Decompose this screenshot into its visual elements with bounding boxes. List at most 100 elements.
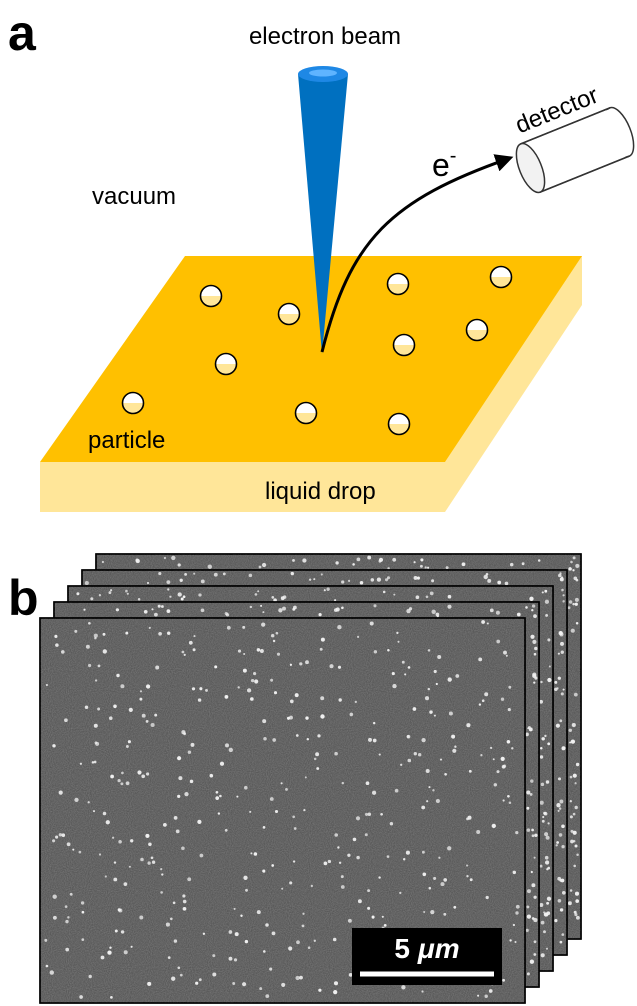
nanoparticle-dot <box>82 911 85 914</box>
nanoparticle-dot <box>378 876 380 878</box>
nanoparticle-dot <box>292 559 295 562</box>
nanoparticle-dot <box>288 946 292 950</box>
nanoparticle-dot <box>466 875 468 877</box>
electron-label: e <box>432 147 450 183</box>
nanoparticle-dot <box>270 679 273 682</box>
nanoparticle-dot <box>158 605 161 608</box>
nanoparticle-dot <box>262 870 265 873</box>
nanoparticle-dot <box>289 881 292 884</box>
nanoparticle-dot <box>139 698 142 701</box>
nanoparticle-dot <box>118 909 122 913</box>
nanoparticle-dot <box>124 882 128 886</box>
nanoparticle-dot <box>571 739 575 743</box>
drop-label: liquid drop <box>265 478 376 505</box>
nanoparticle-dot <box>533 918 537 922</box>
nanoparticle-dot <box>65 948 69 952</box>
nanoparticle-dot <box>387 855 390 858</box>
nanoparticle-dot <box>242 626 245 629</box>
nanoparticle-dot <box>242 982 246 986</box>
nanoparticle-dot <box>243 669 247 673</box>
nanoparticle-dot <box>107 950 111 954</box>
nanoparticle-dot <box>562 600 564 602</box>
nanoparticle-dot <box>225 695 229 699</box>
nanoparticle-dot <box>544 735 546 737</box>
nanoparticle-dot <box>64 718 68 722</box>
nanoparticle-dot <box>167 632 170 635</box>
nanoparticle-dot <box>365 813 368 816</box>
nanoparticle-dot <box>469 770 472 773</box>
nanoparticle-dot <box>447 605 451 609</box>
nanoparticle-dot <box>526 929 529 932</box>
nanoparticle-dot <box>569 729 572 732</box>
nanoparticle-dot <box>126 745 129 748</box>
nanoparticle-dot <box>443 878 447 882</box>
nanoparticle-dot <box>210 774 214 778</box>
nanoparticle-dot <box>403 858 405 860</box>
nanoparticle-dot <box>180 579 183 582</box>
nanoparticle-dot <box>281 983 285 987</box>
nanoparticle-dot <box>484 995 488 999</box>
nanoparticle-dot <box>140 858 144 862</box>
nanoparticle-dot <box>334 981 338 985</box>
nanoparticle-dot <box>94 724 98 728</box>
nanoparticle-dot <box>549 665 551 667</box>
nanoparticle-dot <box>299 976 303 980</box>
nanoparticle-dot <box>556 803 560 807</box>
nanoparticle-dot <box>302 924 305 927</box>
particle-label: particle <box>88 427 165 454</box>
nanoparticle-dot <box>443 913 446 916</box>
nanoparticle-dot <box>333 938 337 942</box>
nanoparticle-dot <box>141 774 145 778</box>
nanoparticle-dot <box>124 950 128 954</box>
nanoparticle-dot <box>155 666 159 670</box>
nanoparticle-dot <box>181 847 185 851</box>
nanoparticle-dot <box>184 792 188 796</box>
nanoparticle-dot <box>573 813 576 816</box>
nanoparticle-dot <box>420 565 423 568</box>
nanoparticle-dot <box>263 826 266 829</box>
nanoparticle-dot <box>540 681 542 683</box>
nanoparticle-dot <box>487 579 491 583</box>
nanoparticle-dot <box>174 816 178 820</box>
particle <box>123 393 144 414</box>
nanoparticle-dot <box>490 747 492 749</box>
nanoparticle-dot <box>62 833 66 837</box>
nanoparticle-dot <box>546 948 548 950</box>
nanoparticle-dot <box>283 595 286 598</box>
nanoparticle-dot <box>320 696 324 700</box>
nanoparticle-dot <box>184 654 186 656</box>
nanoparticle-dot <box>406 851 410 855</box>
nanoparticle-dot <box>271 864 274 867</box>
nanoparticle-dot <box>576 853 579 856</box>
nanoparticle-dot <box>121 772 124 775</box>
nanoparticle-dot <box>289 716 293 720</box>
nanoparticle-dot <box>360 581 364 585</box>
nanoparticle-dot <box>125 632 128 635</box>
nanoparticle-dot <box>393 594 395 596</box>
nanoparticle-dot <box>281 782 283 784</box>
nanoparticle-dot <box>55 643 59 647</box>
nanoparticle-dot <box>379 754 381 756</box>
nanoparticle-dot <box>534 940 537 943</box>
nanoparticle-dot <box>337 625 341 629</box>
nanoparticle-dot <box>341 875 344 878</box>
nanoparticle-dot <box>257 590 259 592</box>
nanoparticle-dot <box>543 911 545 913</box>
nanoparticle-dot <box>295 693 299 697</box>
nanoparticle-dot <box>319 613 322 616</box>
nanoparticle-dot <box>339 698 342 701</box>
nanoparticle-dot <box>575 603 578 606</box>
nanoparticle-dot <box>539 903 543 907</box>
nanoparticle-dot <box>558 677 561 680</box>
nanoparticle-dot <box>561 576 563 578</box>
nanoparticle-dot <box>430 910 434 914</box>
nanoparticle-dot <box>101 956 105 960</box>
nanoparticle-dot <box>561 589 564 592</box>
nanoparticle-dot <box>326 588 329 591</box>
nanoparticle-dot <box>177 756 181 760</box>
nanoparticle-dot <box>487 622 489 624</box>
nanoparticle-dot <box>534 653 537 656</box>
nanoparticle-dot <box>52 839 55 842</box>
nanoparticle-dot <box>282 607 286 611</box>
nanoparticle-dot <box>529 597 533 601</box>
